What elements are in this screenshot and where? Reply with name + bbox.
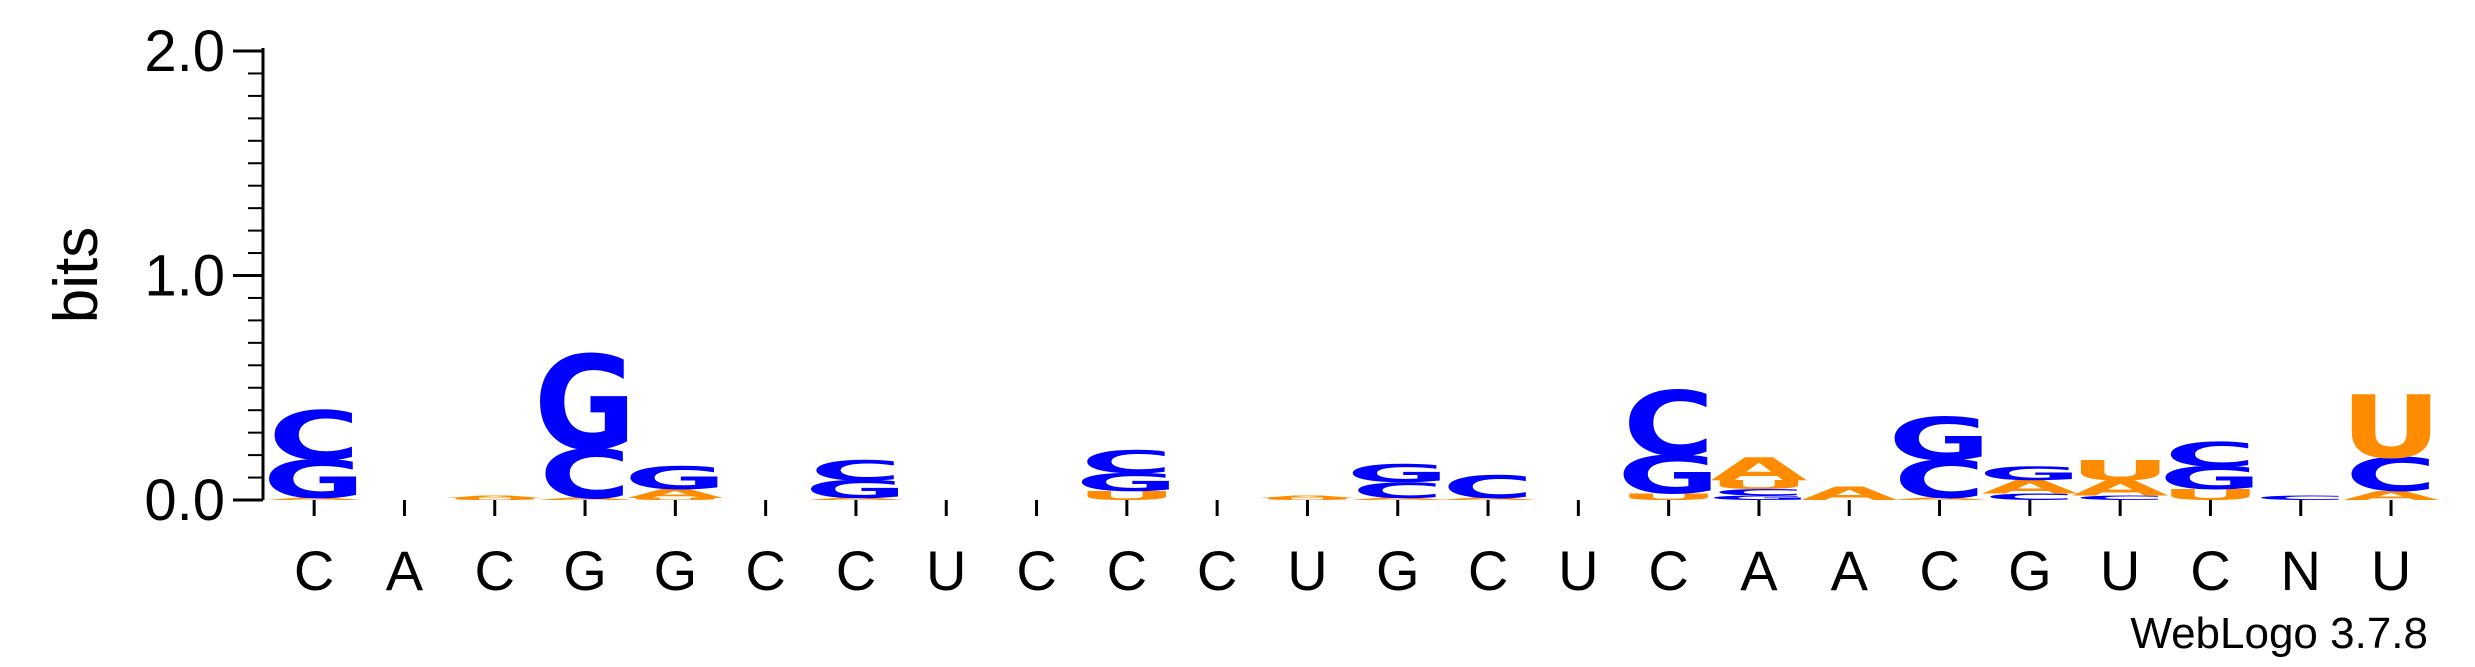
logo-letter-G: G [1979,463,2081,485]
x-tick-label: A [1740,539,1778,602]
x-tick-label: C [1919,539,1959,602]
logo-letter-G: G [2159,461,2261,497]
logo-letter-A: A [1440,497,1537,501]
logo-letter-G: G [1888,406,1990,474]
logo-letter-A: A [2343,489,2440,503]
logo-letter-C: C [2345,449,2437,502]
logo-letter-U: U [1076,489,1177,503]
y-axis-ticks: 0.0 1.0 2.0 [144,19,263,533]
x-tick-label: A [1831,539,1869,602]
logo-letter-A: A [627,486,724,500]
logo-letter-A: A [1891,497,1988,501]
logo-letter-A: A [1711,452,1808,488]
logo-letter-A: A [1801,483,1898,505]
logo-letter-C: C [1352,478,1444,503]
x-tick-label: U [1558,539,1598,602]
x-tick-label: C [2190,539,2230,602]
x-tick-label: G [563,539,607,602]
logo-letter-C: C [2165,435,2257,475]
y-tick-label: 0.0 [144,468,225,533]
x-tick-label: C [1468,539,1508,602]
logo-letter-G: G [805,475,907,504]
logo-letter-U: U [444,497,545,501]
logo-letter-U: U [1618,491,1719,502]
x-tick-label: U [926,539,966,602]
logo-letter-A: A [808,497,905,501]
logo-letter-A: A [537,497,634,501]
y-tick-label: 2.0 [144,19,225,84]
logo-letter-C: C [1442,470,1534,506]
logo-letter-A: A [1259,495,1356,499]
logo-letter-U: U [625,497,726,501]
weblogo-version-label: WebLogo 3.7.8 [2130,609,2428,658]
logo-letter-A: A [1982,476,2079,498]
x-tick-label: U [2100,539,2140,602]
x-tick-label: G [1376,539,1420,602]
logo-letter-A: A [446,495,543,499]
x-tick-label: G [654,539,698,602]
logo-letter-G: G [1708,494,1810,501]
y-axis-label: bits [42,227,111,323]
x-tick-label: C [475,539,515,602]
logo-letter-C: C [1984,491,2076,502]
logo-letter-A: A [1349,497,1446,501]
x-tick-label: U [2371,539,2411,602]
x-tick-label: N [2281,539,2321,602]
logo-letter-G: G [624,461,726,497]
x-tick-label: C [1107,539,1147,602]
x-tick-label: C [1016,539,1056,602]
logo-letter-C: C [1081,445,1173,481]
logo-letter-U: U [1257,497,1358,501]
x-tick-label: G [2008,539,2052,602]
logo-letter-U: U [2160,486,2261,504]
logo-letter-C: C [1623,372,1715,476]
logo-letter-U: U [2069,454,2170,486]
x-tick-label: A [386,539,424,602]
logo-letter-A: A [2072,476,2169,501]
logo-letter-C: C [810,454,902,486]
logo-letter-U: U [1708,477,1809,491]
logo-letter-G: G [534,328,636,479]
x-tick-label: C [836,539,876,602]
logo-letter-C: C [1713,487,1805,498]
x-tick-label: U [1287,539,1327,602]
x-tick-label: C [294,539,334,602]
logo-letter-C: C [2074,494,2166,501]
logo-letter-C: C [268,397,360,476]
logo-letter-U: U [2340,378,2441,478]
logo-letter-G: G [1617,445,1719,506]
logo-letter-G: G [1347,459,1449,488]
logo-letter-A: A [266,497,363,501]
x-tick-label: C [745,539,785,602]
y-tick-label: 1.0 [144,244,225,309]
logo-letter-C: C [2255,494,2347,501]
x-tick-label: C [1648,539,1688,602]
x-tick-label: C [1197,539,1237,602]
logo-letter-G: G [1076,468,1178,497]
